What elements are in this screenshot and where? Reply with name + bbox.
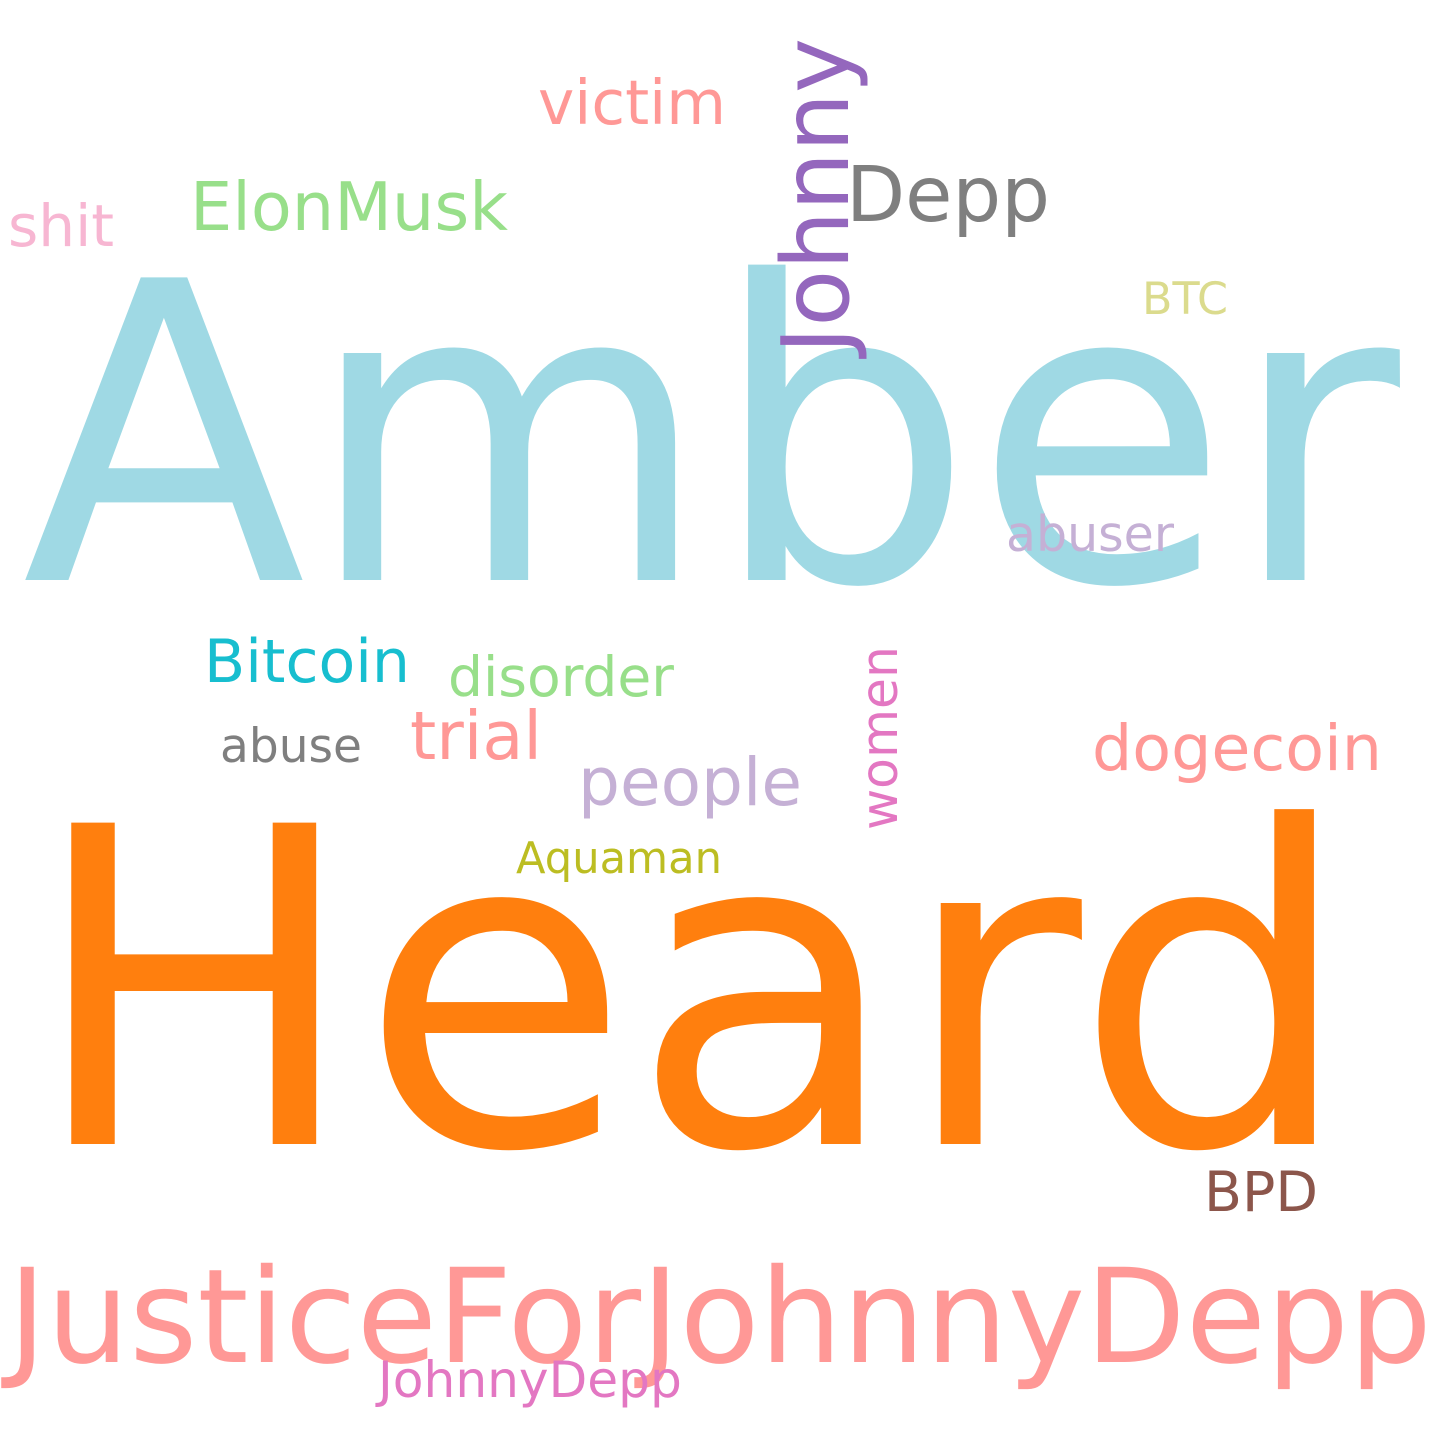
word-dogecoin: dogecoin xyxy=(1092,711,1382,786)
word-victim: victim xyxy=(538,68,726,140)
word-women: women xyxy=(849,646,909,830)
word-disorder: disorder xyxy=(448,645,674,710)
word-amber: Amber xyxy=(22,195,1400,679)
word-abuse: abuse xyxy=(220,719,362,775)
word-bitcoin: Bitcoin xyxy=(204,626,410,697)
word-heard: Heard xyxy=(28,734,1354,1248)
word-johnnydepp: JohnnyDepp xyxy=(378,1349,682,1409)
word-btc: BTC xyxy=(1142,273,1228,325)
word-bpd: BPD xyxy=(1204,1161,1318,1226)
word-people: people xyxy=(578,743,802,821)
word-elonmusk: ElonMusk xyxy=(190,167,508,246)
word-abuser: abuser xyxy=(1006,505,1174,563)
word-shit: shit xyxy=(8,191,114,260)
word-aquaman: Aquaman xyxy=(516,834,722,885)
word-trial: trial xyxy=(410,696,542,775)
word-depp: Depp xyxy=(846,150,1050,240)
word-justiceforjohnnydepp: JusticeForJohnnyDepp xyxy=(8,1240,1432,1393)
